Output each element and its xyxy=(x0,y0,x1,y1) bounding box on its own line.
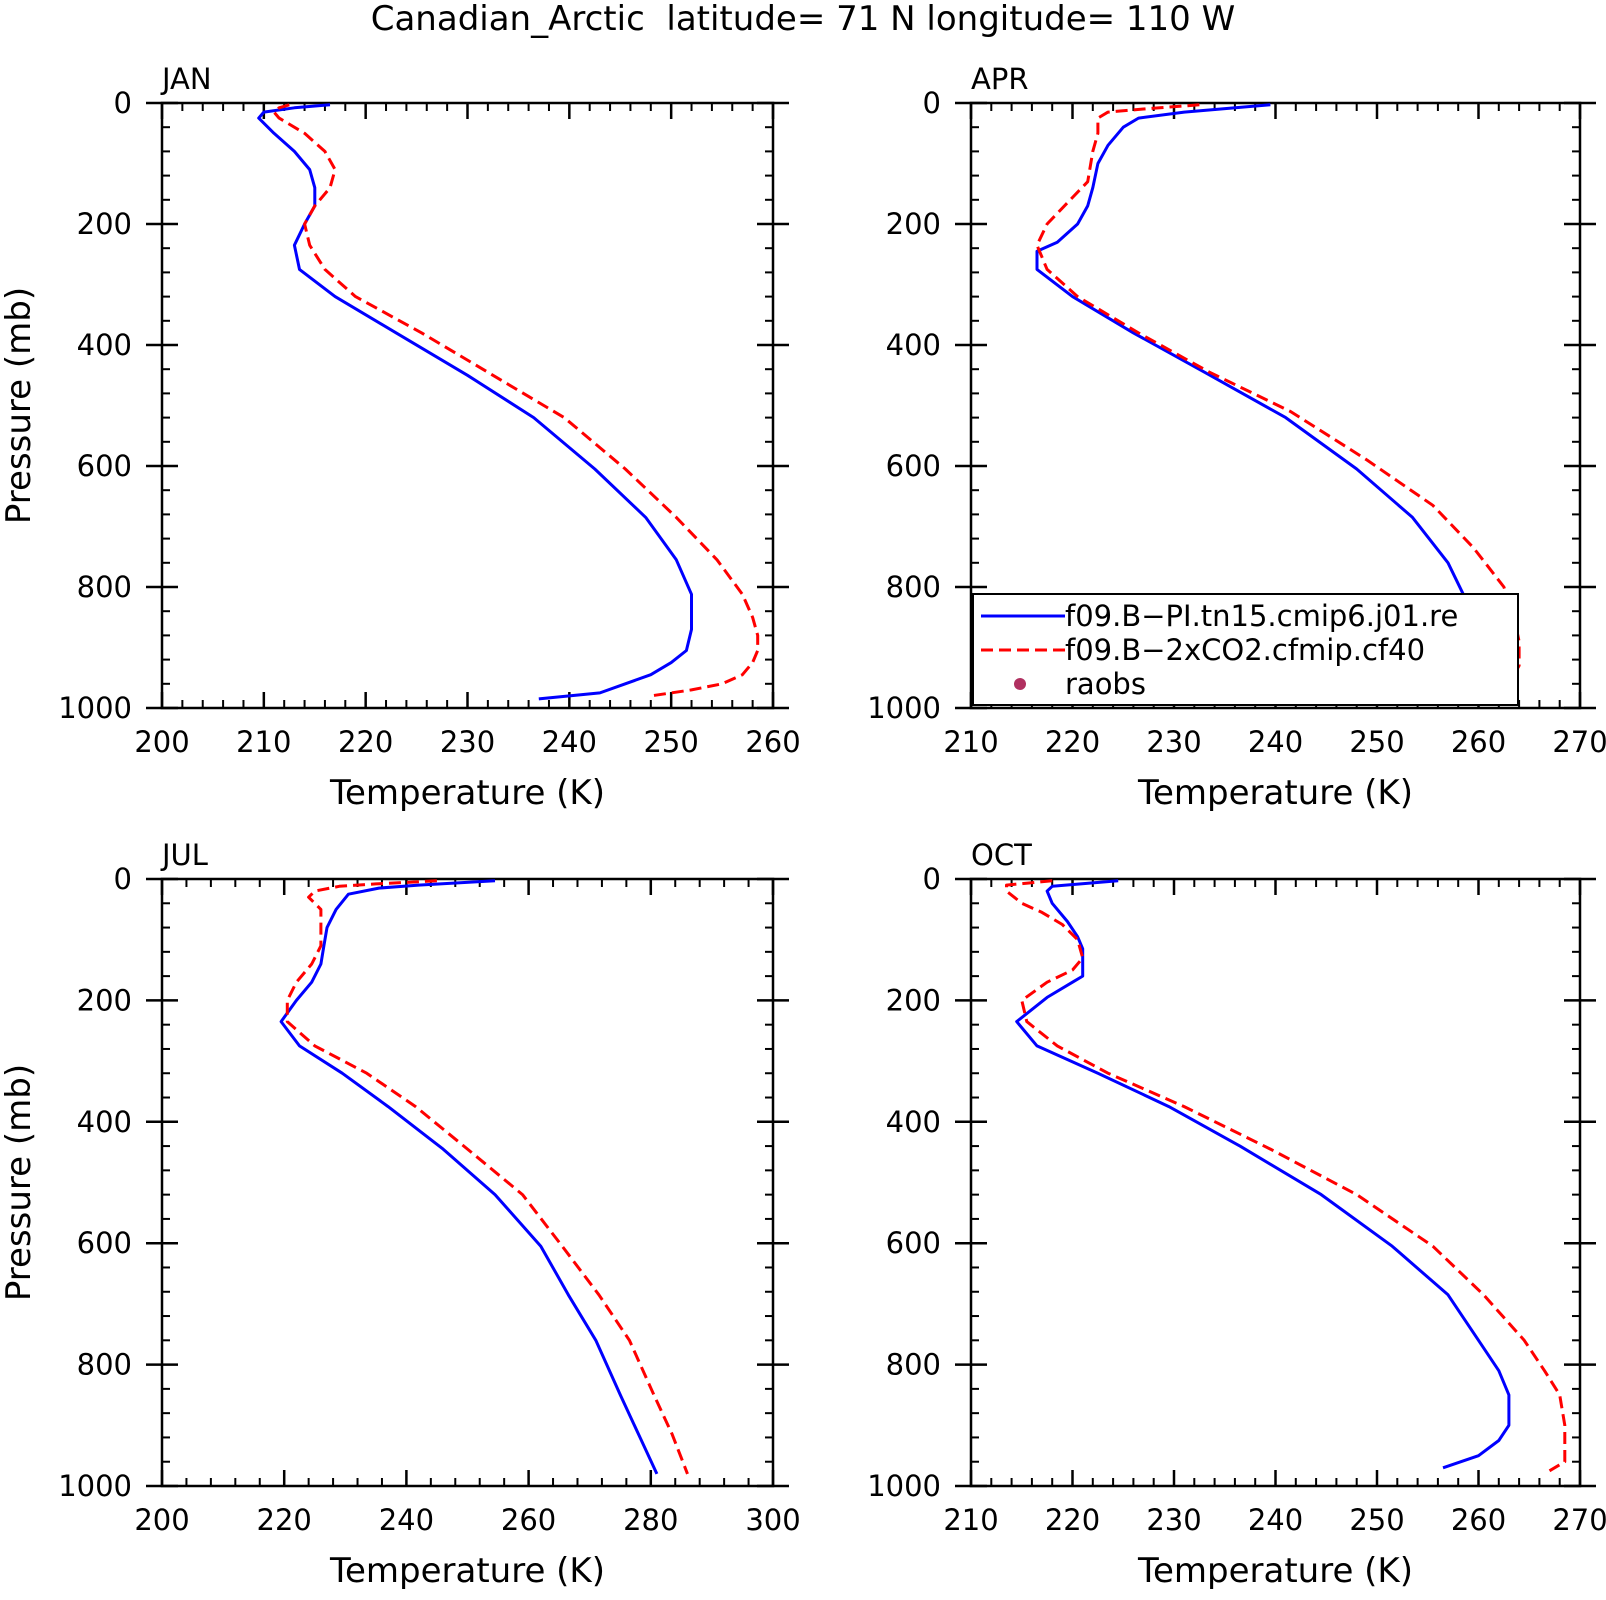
x-tick-label: 250 xyxy=(1349,1503,1404,1537)
plot-frame xyxy=(160,877,775,1488)
x-tick-label: 250 xyxy=(643,725,698,759)
x-tick-label: 260 xyxy=(1451,1503,1506,1537)
panel-title: OCT xyxy=(971,838,1032,872)
series-line-2xco2 xyxy=(285,879,689,1475)
panel-title: JAN xyxy=(160,62,212,96)
y-tick-label: 0 xyxy=(923,862,941,896)
series-line-2xco2 xyxy=(1005,879,1567,1473)
x-tick-label: 280 xyxy=(623,1503,678,1537)
x-tick-label: 260 xyxy=(501,1503,556,1537)
series-line-pi xyxy=(1015,879,1511,1470)
x-tick-label: 230 xyxy=(1146,1503,1201,1537)
panel-title: APR xyxy=(971,62,1028,96)
y-tick-label: 1000 xyxy=(867,691,941,725)
legend-label: raobs xyxy=(1065,667,1146,701)
plot-frame xyxy=(969,877,1582,1488)
x-tick-label: 220 xyxy=(1045,1503,1100,1537)
panel-apr: 210 220 230 240 250 260 270 0 200 400 600 800 1000 AP… xyxy=(867,62,1606,813)
x-tick-label: 260 xyxy=(1451,725,1506,759)
y-tick-label: 600 xyxy=(886,449,941,483)
x-tick-label: 210 xyxy=(943,725,998,759)
y-tick-label: 800 xyxy=(77,570,132,604)
x-axis-label: Temperature (K) xyxy=(1137,1551,1413,1591)
figure-title: Canadian_Arctic latitude= 71 N longitude… xyxy=(371,0,1236,39)
y-tick-label: 400 xyxy=(886,328,941,362)
y-tick-label: 600 xyxy=(886,1226,941,1260)
x-axis-label: Temperature (K) xyxy=(1137,773,1413,813)
y-tick-label: 400 xyxy=(77,1105,132,1139)
y-tick-label: 600 xyxy=(77,449,132,483)
y-tick-label: 0 xyxy=(114,862,132,896)
panel-title: JUL xyxy=(160,838,208,872)
y-tick-label: 400 xyxy=(886,1105,941,1139)
x-tick-label: 240 xyxy=(1248,725,1303,759)
y-axis-label: Pressure (mb) xyxy=(0,287,39,524)
panel-jan: 200 210 220 230 240 250 260 0 200 400 600 800 1000 JA… xyxy=(0,62,801,813)
y-tick-label: 1000 xyxy=(867,1469,941,1503)
legend: f09.B−PI.tn15.cmip6.j01.ref09.B−2xCO2.cf… xyxy=(972,593,1519,706)
panel-oct: 210 220 230 240 250 260 270 0 200 400 600 800 1000 OC… xyxy=(867,838,1606,1591)
series-line-2xco2 xyxy=(272,103,760,698)
x-tick-label: 210 xyxy=(943,1503,998,1537)
legend-label: f09.B−PI.tn15.cmip6.j01.re xyxy=(1065,599,1458,633)
x-tick-label: 220 xyxy=(338,725,393,759)
y-tick-label: 200 xyxy=(77,983,132,1017)
x-tick-label: 220 xyxy=(257,1503,312,1537)
x-tick-label: 230 xyxy=(1146,725,1201,759)
y-tick-label: 1000 xyxy=(58,1469,132,1503)
panel-jul: 200 220 240 260 280 300 0 200 400 600 800 1000 JUL Te… xyxy=(0,838,801,1591)
y-tick-label: 800 xyxy=(886,1348,941,1382)
y-tick-label: 200 xyxy=(77,207,132,241)
x-tick-label: 240 xyxy=(542,725,597,759)
panels: 200 210 220 230 240 250 260 0 200 400 600 800 1000 JA… xyxy=(0,62,1606,1591)
x-tick-label: 250 xyxy=(1349,725,1404,759)
x-tick-label: 200 xyxy=(134,1503,189,1537)
y-tick-label: 0 xyxy=(114,86,132,120)
x-tick-label: 240 xyxy=(379,1503,434,1537)
series-line-pi xyxy=(257,103,693,701)
series-line-pi xyxy=(279,879,659,1475)
x-tick-label: 300 xyxy=(745,1503,800,1537)
x-axis-label: Temperature (K) xyxy=(329,773,605,813)
y-tick-label: 200 xyxy=(886,983,941,1017)
x-tick-label: 240 xyxy=(1248,1503,1303,1537)
y-tick-label: 800 xyxy=(886,570,941,604)
y-tick-label: 200 xyxy=(886,207,941,241)
plot-frame xyxy=(160,101,775,710)
legend-swatch-dot xyxy=(1014,678,1026,690)
y-tick-label: 1000 xyxy=(58,691,132,725)
x-tick-label: 260 xyxy=(745,725,800,759)
y-axis-label: Pressure (mb) xyxy=(0,1064,39,1301)
y-tick-label: 0 xyxy=(923,86,941,120)
y-tick-label: 600 xyxy=(77,1226,132,1260)
x-tick-label: 220 xyxy=(1045,725,1100,759)
x-axis-label: Temperature (K) xyxy=(329,1551,605,1591)
x-tick-label: 270 xyxy=(1552,725,1606,759)
y-tick-label: 400 xyxy=(77,328,132,362)
x-tick-label: 230 xyxy=(440,725,495,759)
x-tick-label: 270 xyxy=(1552,1503,1606,1537)
legend-label: f09.B−2xCO2.cfmip.cf40 xyxy=(1065,633,1425,667)
x-tick-label: 210 xyxy=(236,725,291,759)
y-tick-label: 800 xyxy=(77,1348,132,1382)
x-tick-label: 200 xyxy=(134,725,189,759)
